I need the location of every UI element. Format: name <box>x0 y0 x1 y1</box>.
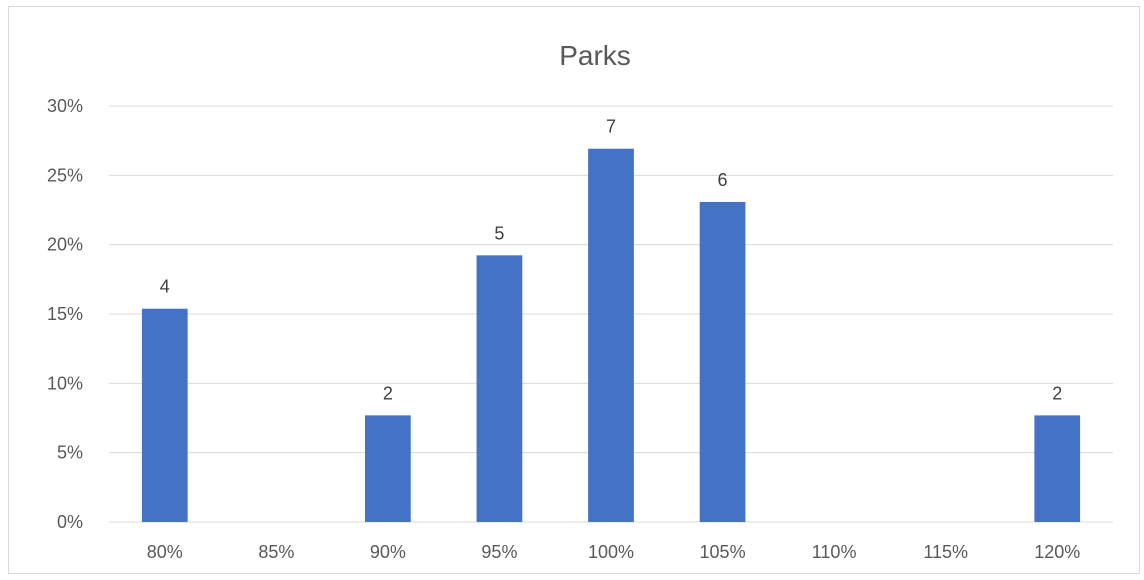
y-tick-label: 5% <box>57 443 83 463</box>
y-tick-label: 15% <box>47 304 83 324</box>
bar <box>365 415 411 522</box>
x-axis-tick-labels: 80% 85% 90% 95% 100% 105% 110% 115% 120% <box>147 542 1080 562</box>
data-label: 2 <box>383 383 393 403</box>
chart-container: Parks 0% 5% 10% 15% 20% 25% 30% 4 2 5 7 6 2 80% 85% 9… <box>8 6 1140 574</box>
x-tick-label: 120% <box>1034 542 1080 562</box>
y-tick-label: 25% <box>47 165 83 185</box>
x-tick-label: 90% <box>370 542 406 562</box>
y-tick-label: 10% <box>47 373 83 393</box>
chart-title: Parks <box>559 40 631 71</box>
y-tick-label: 20% <box>47 235 83 255</box>
x-tick-label: 105% <box>700 542 746 562</box>
data-label: 4 <box>160 277 170 297</box>
bar <box>588 148 634 522</box>
bar <box>699 201 746 522</box>
x-tick-label: 85% <box>258 542 294 562</box>
x-tick-label: 115% <box>923 542 968 562</box>
data-label: 5 <box>494 223 504 243</box>
bar <box>141 308 188 522</box>
bar-chart: Parks 0% 5% 10% 15% 20% 25% 30% 4 2 5 7 6 2 80% 85% 9… <box>47 40 1113 562</box>
y-axis-tick-labels: 0% 5% 10% 15% 20% 25% 30% <box>47 96 83 532</box>
x-tick-label: 100% <box>588 542 634 562</box>
data-label: 2 <box>1052 383 1062 403</box>
x-tick-label: 95% <box>481 542 517 562</box>
data-label: 6 <box>718 170 728 190</box>
data-labels: 4 2 5 7 6 2 <box>160 117 1062 404</box>
data-label: 7 <box>606 117 616 137</box>
x-tick-label: 110% <box>812 542 857 562</box>
bar <box>476 255 523 522</box>
bar <box>1034 415 1081 522</box>
y-tick-label: 0% <box>57 512 83 532</box>
bars <box>141 148 1081 522</box>
y-tick-label: 30% <box>47 96 83 116</box>
x-tick-label: 80% <box>147 542 183 562</box>
